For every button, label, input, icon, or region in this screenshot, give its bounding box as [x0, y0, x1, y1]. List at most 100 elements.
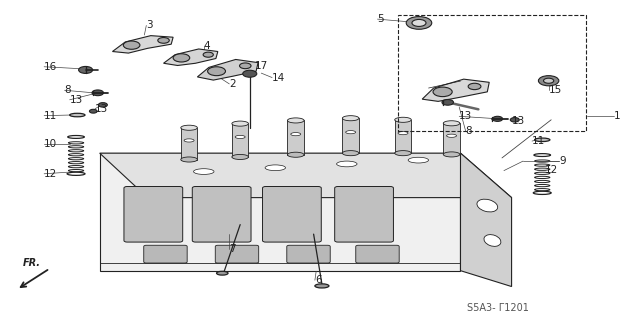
- Text: 15: 15: [548, 85, 562, 95]
- Ellipse shape: [68, 161, 84, 164]
- Ellipse shape: [68, 150, 84, 152]
- Text: 8: 8: [466, 126, 472, 136]
- Text: 1: 1: [614, 111, 620, 121]
- Bar: [398, 15, 586, 131]
- FancyBboxPatch shape: [215, 245, 259, 263]
- Polygon shape: [164, 49, 218, 65]
- Ellipse shape: [534, 184, 550, 187]
- Ellipse shape: [68, 158, 84, 160]
- Text: S5A3- Γ1201: S5A3- Γ1201: [467, 303, 529, 313]
- FancyBboxPatch shape: [262, 187, 321, 242]
- Ellipse shape: [534, 189, 550, 191]
- Ellipse shape: [180, 125, 197, 130]
- Text: 12: 12: [44, 169, 58, 179]
- Circle shape: [239, 63, 251, 69]
- Ellipse shape: [291, 133, 301, 136]
- Ellipse shape: [68, 146, 84, 148]
- Circle shape: [79, 66, 93, 73]
- FancyBboxPatch shape: [356, 245, 399, 263]
- Ellipse shape: [534, 168, 550, 170]
- Ellipse shape: [534, 154, 550, 157]
- FancyBboxPatch shape: [287, 245, 330, 263]
- Ellipse shape: [232, 154, 248, 160]
- Circle shape: [406, 17, 432, 29]
- Ellipse shape: [533, 191, 551, 195]
- Ellipse shape: [444, 121, 460, 126]
- Bar: [342, 118, 359, 153]
- Ellipse shape: [444, 152, 460, 157]
- Polygon shape: [100, 153, 511, 197]
- Circle shape: [173, 54, 189, 62]
- Ellipse shape: [398, 131, 408, 135]
- Ellipse shape: [534, 164, 550, 166]
- Bar: [395, 120, 412, 153]
- Bar: [444, 123, 460, 154]
- Ellipse shape: [395, 117, 412, 122]
- Circle shape: [90, 109, 97, 113]
- Polygon shape: [100, 153, 461, 271]
- Ellipse shape: [68, 169, 84, 172]
- Circle shape: [543, 78, 554, 83]
- Text: FR.: FR.: [23, 258, 41, 268]
- Polygon shape: [197, 59, 258, 80]
- Ellipse shape: [232, 121, 248, 126]
- Text: 9: 9: [559, 156, 566, 166]
- Text: 17: 17: [255, 61, 268, 71]
- Circle shape: [203, 52, 213, 57]
- Ellipse shape: [315, 284, 329, 288]
- Ellipse shape: [180, 157, 197, 162]
- Bar: [287, 121, 304, 155]
- Ellipse shape: [346, 130, 356, 134]
- Ellipse shape: [395, 151, 412, 156]
- Circle shape: [412, 19, 426, 26]
- Ellipse shape: [342, 151, 359, 156]
- Circle shape: [124, 41, 140, 49]
- Ellipse shape: [287, 152, 304, 157]
- Circle shape: [99, 103, 108, 107]
- Bar: [232, 123, 248, 157]
- Ellipse shape: [68, 136, 84, 138]
- Circle shape: [510, 118, 519, 122]
- Text: 13: 13: [95, 104, 108, 114]
- Ellipse shape: [534, 176, 550, 179]
- FancyBboxPatch shape: [192, 187, 251, 242]
- Circle shape: [538, 76, 559, 86]
- FancyBboxPatch shape: [335, 187, 394, 242]
- Text: 3: 3: [147, 20, 153, 31]
- Ellipse shape: [534, 180, 550, 182]
- Text: 12: 12: [545, 165, 558, 175]
- Circle shape: [442, 100, 454, 105]
- Text: 4: 4: [204, 41, 211, 51]
- Ellipse shape: [484, 234, 501, 246]
- Circle shape: [243, 70, 257, 77]
- Ellipse shape: [216, 271, 228, 275]
- Circle shape: [158, 38, 170, 43]
- Circle shape: [468, 83, 481, 90]
- Ellipse shape: [534, 160, 550, 162]
- Text: 14: 14: [272, 72, 285, 83]
- Ellipse shape: [287, 118, 304, 123]
- Ellipse shape: [534, 138, 550, 142]
- Polygon shape: [113, 36, 173, 53]
- Circle shape: [92, 90, 104, 96]
- Circle shape: [433, 87, 452, 97]
- Ellipse shape: [184, 139, 194, 142]
- Text: 10: 10: [44, 139, 57, 149]
- Text: 8: 8: [65, 85, 71, 95]
- FancyBboxPatch shape: [144, 245, 187, 263]
- Circle shape: [492, 116, 502, 122]
- Text: 11: 11: [44, 111, 58, 121]
- Ellipse shape: [193, 169, 214, 174]
- Ellipse shape: [342, 116, 359, 121]
- Text: 13: 13: [70, 95, 83, 105]
- Ellipse shape: [68, 154, 84, 156]
- Ellipse shape: [477, 199, 498, 212]
- Text: 13: 13: [460, 111, 472, 121]
- Circle shape: [207, 67, 225, 76]
- Ellipse shape: [534, 172, 550, 174]
- Ellipse shape: [408, 157, 429, 163]
- Polygon shape: [461, 153, 511, 286]
- Ellipse shape: [235, 135, 245, 138]
- Ellipse shape: [337, 161, 357, 167]
- Polygon shape: [422, 79, 489, 101]
